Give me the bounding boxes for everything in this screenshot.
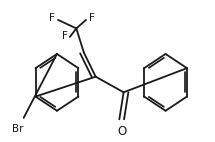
- Text: F: F: [62, 31, 68, 41]
- Text: F: F: [89, 13, 95, 23]
- Text: O: O: [117, 125, 126, 138]
- Text: Br: Br: [12, 124, 23, 133]
- Text: F: F: [49, 13, 55, 23]
